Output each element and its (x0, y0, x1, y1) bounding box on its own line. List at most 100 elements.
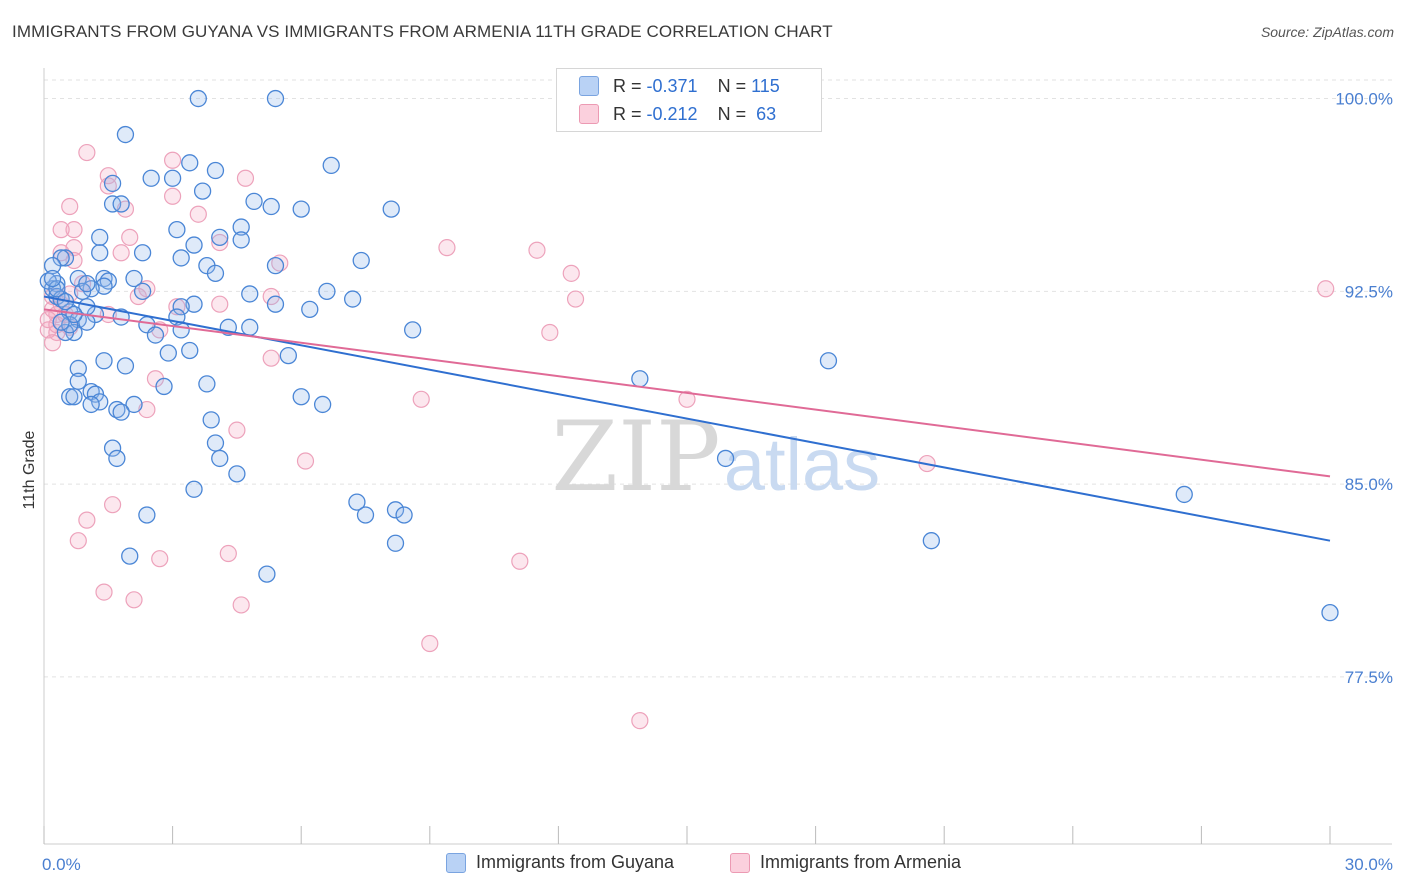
armenia-point (562, 264, 580, 282)
armenia-point (125, 591, 143, 609)
guyana-point (206, 161, 225, 180)
armenia-point (78, 511, 96, 529)
guyana-point (82, 395, 100, 414)
guyana-point (348, 493, 366, 511)
guyana-point (52, 313, 70, 331)
guyana-point (232, 218, 250, 236)
armenia-point (65, 221, 83, 239)
guyana-point (146, 326, 165, 344)
guyana-point (352, 251, 370, 270)
armenia-point (95, 583, 113, 601)
guyana-point (61, 388, 79, 406)
guyana-point (95, 352, 113, 370)
guyana-point (404, 321, 422, 339)
guyana-point (382, 200, 400, 218)
armenia-point (219, 544, 237, 563)
guyana-point (181, 341, 199, 360)
armenia-point (232, 596, 250, 614)
guyana-point (48, 280, 66, 298)
r-label: R = (613, 103, 642, 124)
legend-item-armenia: Immigrants from Armenia (730, 852, 961, 873)
n-label: N = (717, 75, 747, 96)
guyana-point (43, 256, 62, 275)
y-tick-label: 85.0% (1345, 475, 1393, 494)
guyana-point (133, 282, 152, 300)
guyana-point (241, 285, 259, 303)
guyana-point (69, 359, 87, 378)
guyana-point (232, 231, 250, 249)
guyana-point (318, 282, 336, 300)
guyana-point (202, 411, 220, 429)
armenia-point (103, 496, 122, 514)
legend-row-armenia: R = -0.212 N = 63 (579, 101, 776, 127)
guyana-point (266, 295, 285, 313)
source-credit: Source: ZipAtlas.com (1260, 24, 1394, 40)
armenia-point (541, 323, 559, 342)
armenia-point (678, 390, 696, 408)
armenia-point (164, 187, 182, 205)
guyana-point (322, 156, 340, 175)
guyana-point (172, 298, 190, 316)
guyana-point (43, 269, 62, 288)
guyana-point (716, 449, 735, 468)
guyana-point (125, 269, 143, 288)
guyana-legend-swatch (446, 852, 466, 873)
armenia-point (43, 334, 62, 352)
guyana-point (292, 388, 310, 406)
armenia-point (138, 400, 156, 419)
armenia-point (211, 233, 229, 252)
guyana-n-value: 115 (751, 75, 780, 96)
armenia-point (566, 290, 585, 308)
guyana-point (56, 249, 75, 267)
guyana-point (922, 532, 940, 550)
guyana-point (386, 501, 405, 519)
guyana-point (206, 264, 225, 283)
armenia-point (52, 221, 70, 239)
guyana-point (172, 249, 190, 267)
guyana-point (386, 534, 405, 552)
chart-title: IMMIGRANTS FROM GUYANA VS IMMIGRANTS FRO… (12, 22, 833, 41)
armenia-point (164, 151, 182, 169)
guyana-point (819, 352, 838, 370)
guyana-point (189, 89, 207, 108)
guyana-point (103, 174, 122, 193)
guyana-point (245, 192, 263, 211)
y-tick-labels: 77.5% 85.0% 92.5% 100.0% (1335, 90, 1393, 687)
guyana-point (125, 395, 143, 414)
armenia-point (421, 634, 439, 653)
legend-item-guyana: Immigrants from Guyana (446, 852, 674, 873)
armenia-point (69, 532, 87, 550)
guyana-point (395, 506, 413, 524)
guyana-point (185, 236, 203, 254)
guyana-point (313, 395, 332, 414)
guyana-point (185, 295, 203, 313)
trend-lines (43, 295, 1331, 542)
armenia-point (236, 169, 255, 187)
guyana-point (198, 375, 216, 393)
x-tick-label-min: 0.0% (42, 855, 81, 874)
guyana-point (241, 318, 259, 336)
armenia-point (1317, 280, 1335, 298)
y-axis-label: 11th Grade (21, 430, 38, 510)
armenia-legend-label: Immigrants from Armenia (760, 852, 962, 872)
guyana-point (138, 506, 156, 524)
armenia-point (78, 143, 96, 162)
armenia-legend-swatch (730, 852, 750, 873)
guyana-point (91, 244, 109, 262)
guyana-point (168, 221, 186, 239)
armenia-point (151, 550, 169, 568)
guyana-point (142, 169, 160, 187)
x-tick-labels: 0.0% 30.0% (42, 855, 1393, 874)
guyana-point (262, 197, 280, 216)
guyana-point (121, 547, 139, 565)
guyana-point (292, 200, 310, 218)
stats-legend: R = -0.371 N = 115 R = -0.212 N = 63 (556, 68, 822, 132)
guyana-point (159, 344, 177, 362)
guyana-point (133, 244, 152, 262)
guyana-point (193, 182, 212, 200)
armenia-point (211, 295, 229, 313)
armenia-swatch (579, 104, 599, 124)
y-tick-label: 77.5% (1345, 668, 1393, 687)
armenia-trend-line (43, 308, 1331, 478)
guyana-swatch (579, 76, 599, 96)
